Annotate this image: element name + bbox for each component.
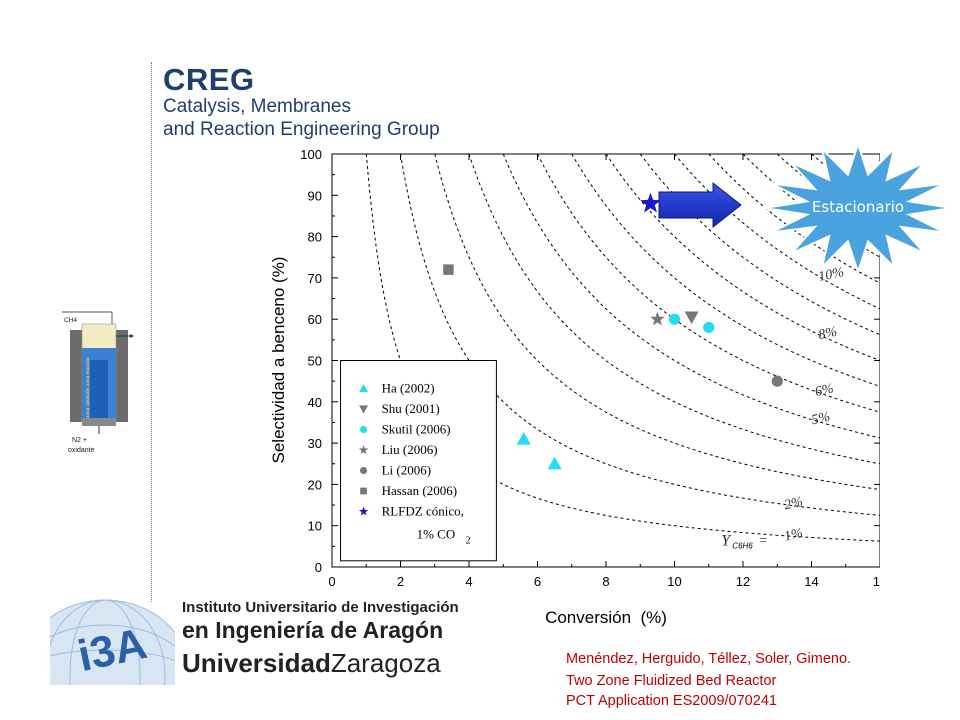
legend-label: Liu (2006) — [382, 442, 438, 457]
legend-marker — [358, 506, 369, 516]
legend-marker — [359, 384, 369, 393]
x-tick-label: 4 — [465, 574, 472, 589]
x-tick-label: 6 — [534, 574, 541, 589]
institute-line-1: Instituto Universitario de Investigación — [182, 599, 459, 616]
yield-equals: = — [759, 533, 767, 548]
yield-subscript: C6H6 — [732, 541, 753, 550]
x-tick-label: 16 — [873, 574, 880, 589]
data-point — [771, 375, 783, 387]
legend-label: RLFDZ cónico, — [382, 504, 464, 519]
reactor-diagram: CH4 Zona reacción Zona oxidación N2 + ox… — [62, 311, 134, 454]
creg-logo-subtitle-1: Catalysis, Membranes — [163, 96, 351, 117]
starburst-shape — [763, 140, 953, 276]
reference-authors: Menéndez, Herguido, Téllez, Soler, Gimen… — [566, 651, 852, 667]
yield-curve — [502, 154, 880, 439]
yield-curve-label: 2% — [783, 495, 804, 514]
yield-symbol: Y — [721, 532, 732, 549]
legend-marker — [359, 466, 368, 475]
x-tick-label: 10 — [667, 574, 681, 589]
yield-curve — [605, 154, 880, 362]
x-tick-label: 0 — [328, 574, 335, 589]
university-light: Zaragoza — [330, 648, 441, 678]
legend-label: Ha (2002) — [382, 381, 435, 396]
yield-curve — [537, 154, 880, 413]
estacionario-label: Estacionario — [812, 198, 904, 216]
data-point — [668, 313, 681, 325]
yield-curve-label: 1% — [783, 526, 804, 545]
reactor-zone-upper: Zona reacción — [85, 357, 90, 386]
y-tick-label: 100 — [300, 147, 322, 162]
institute-line-2: en Ingeniería de Aragón — [182, 617, 444, 643]
axes: 0 2 4 6 8 10 12 14 16 0 10 20 30 40 50 60 70 80 90 100 — [300, 147, 880, 589]
y-tick-label: 80 — [308, 230, 322, 245]
legend: Ha (2002) Shu (2001) Skutil (2006) Liu (200… — [340, 360, 497, 562]
data-points — [443, 192, 783, 470]
legend-label-line2: 1% CO — [417, 527, 456, 542]
reference-title: Two Zone Fluidized Bed Reactor — [566, 673, 777, 689]
y-axis-label: Selectividad a benceno (%) — [269, 257, 288, 464]
estacionario-starburst: Estacionario — [763, 140, 953, 276]
x-axis-label: Conversión (%) — [545, 608, 667, 627]
data-point — [443, 264, 454, 275]
creg-logo-subtitle-2: and Reaction Engineering Group — [163, 119, 440, 140]
legend-marker — [360, 487, 367, 495]
y-tick-label: 30 — [308, 436, 322, 451]
yield-curve-label: 5% — [810, 410, 831, 429]
y-tick-label: 0 — [315, 560, 322, 575]
yield-curve-label: 6% — [814, 382, 835, 401]
x-tick-label: 14 — [804, 574, 818, 589]
legend-label-subscript: 2 — [466, 536, 471, 547]
y-tick-label: 90 — [308, 188, 322, 203]
yield-curve — [708, 154, 880, 284]
y-tick-label: 60 — [308, 312, 322, 327]
reactor-bottom-label-1: N2 + — [72, 437, 87, 444]
yield-curve — [468, 154, 880, 465]
x-tick-label: 12 — [736, 574, 750, 589]
y-tick-label: 50 — [308, 354, 322, 369]
data-point — [640, 192, 661, 213]
vertical-divider — [151, 62, 152, 602]
legend-label: Shu (2001) — [382, 401, 440, 416]
yield-curve — [674, 154, 880, 310]
y-tick-label: 10 — [308, 519, 322, 534]
y-tick-label: 40 — [308, 395, 322, 410]
yield-curve-label: 8% — [817, 325, 838, 344]
creg-logo-title: CREG — [163, 62, 255, 97]
data-point — [703, 321, 715, 334]
y-tick-label: 70 — [308, 271, 322, 286]
arrow-right-icon — [658, 181, 742, 229]
reactor-bottom-label-2: oxidante — [68, 447, 95, 454]
selectivity-conversion-chart: 0 2 4 6 8 10 12 14 16 0 10 20 30 40 50 60 70 80 90 100 1% 2%… — [269, 147, 880, 627]
legend-marker — [359, 405, 369, 414]
university-bold: Universidad — [182, 648, 331, 678]
legend-label: Skutil (2006) — [382, 422, 451, 437]
reactor-zone-lower: Zona oxidación — [85, 387, 90, 418]
x-tick-label: 8 — [602, 574, 609, 589]
legend-box — [340, 360, 497, 562]
data-point — [650, 311, 665, 326]
data-point — [516, 431, 531, 445]
y-tick-label: 20 — [308, 477, 322, 492]
yield-curve — [434, 154, 880, 491]
reactor-top-label: CH4 — [64, 317, 77, 324]
yield-curve — [571, 154, 880, 387]
yield-curve — [639, 154, 880, 336]
legend-marker — [358, 445, 369, 454]
yield-curve-labels: 1% 2% 5% 6% 8% 10% Y C6H6 = — [721, 265, 845, 550]
reference-application: PCT Application ES2009/070241 — [566, 693, 777, 709]
legend-label: Hassan (2006) — [382, 483, 457, 498]
university-name: UniversidadZaragoza — [182, 648, 441, 679]
data-point — [547, 456, 562, 470]
x-tick-label: 2 — [397, 574, 404, 589]
yield-curve-label: 10% — [817, 265, 845, 285]
legend-marker — [359, 425, 368, 434]
legend-label: Li (2006) — [382, 463, 431, 478]
i3a-logo: i3A — [50, 599, 175, 685]
data-point — [684, 311, 699, 325]
